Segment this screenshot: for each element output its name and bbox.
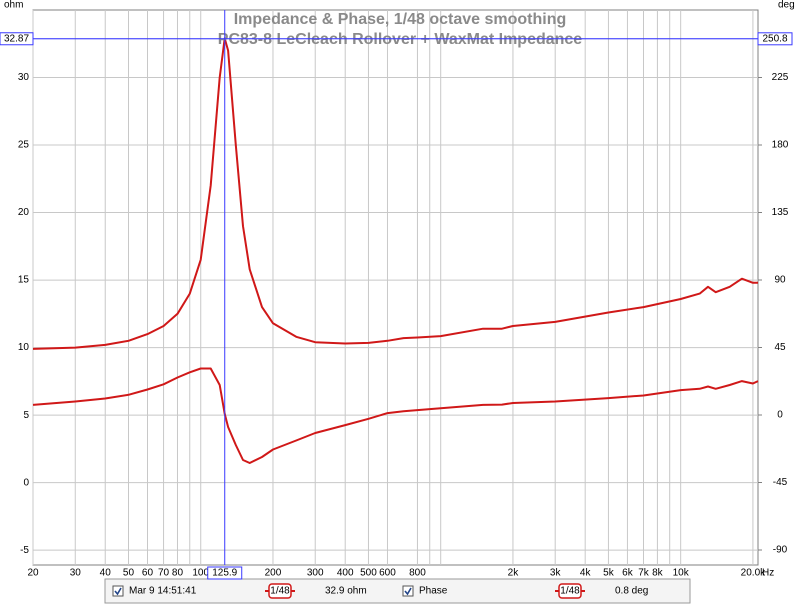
legend-smoothing-box[interactable]: [558, 583, 582, 599]
y-tick-label: 25: [18, 140, 30, 151]
x-tick-label: 20: [27, 568, 39, 579]
y2-tick-label: -90: [773, 545, 788, 556]
cursor-y2-label: 250.8: [762, 33, 787, 44]
cursor-x-label: 125.9: [212, 568, 237, 579]
series-line: [32, 37, 758, 350]
x-tick-label: 3k: [550, 568, 562, 579]
x-tick-label: 80: [172, 568, 184, 579]
x-tick-label: 8k: [652, 568, 664, 579]
x-tick-label: 20.0k: [741, 568, 766, 579]
x-tick-label: 10k: [673, 568, 690, 579]
legend-smoothing-box[interactable]: [268, 583, 292, 599]
legend-label: Phase: [419, 586, 448, 597]
legend-readout: 0.8 deg: [615, 586, 648, 597]
x-tick-label: 6k: [622, 568, 634, 579]
x-tick-label: 600: [379, 568, 396, 579]
y-tick-label: 30: [18, 72, 30, 83]
y-tick-label: 15: [18, 275, 30, 286]
y-tick-label: 5: [23, 410, 29, 421]
y2-tick-label: 0: [777, 410, 783, 421]
y-tick-label: 10: [18, 342, 30, 353]
x-tick-label: 100: [192, 568, 209, 579]
y-tick-label: 20: [18, 207, 30, 218]
x-tick-label: 50: [123, 568, 135, 579]
x-tick-label: 30: [70, 568, 82, 579]
y2-tick-label: 90: [774, 275, 786, 286]
y2-tick-label: -45: [773, 477, 788, 488]
x-tick-label: 200: [265, 568, 282, 579]
x-unit: Hz: [762, 568, 774, 579]
y-tick-label: -5: [20, 545, 29, 556]
x-tick-label: 70: [158, 568, 170, 579]
x-tick-label: 7k: [638, 568, 650, 579]
x-tick-label: 4k: [580, 568, 592, 579]
series-line: [32, 367, 759, 464]
y-unit: ohm: [4, 0, 23, 11]
legend-smoothing: 1/48: [560, 586, 580, 597]
cursor-y2-box: [757, 32, 793, 46]
legend-label: Mar 9 14:51:41: [129, 586, 197, 597]
cursor-y-box: [0, 32, 34, 46]
y2-tick-label: 45: [774, 342, 786, 353]
legend-checkbox[interactable]: [112, 585, 124, 597]
x-tick-label: 2k: [508, 568, 520, 579]
legend-checkbox[interactable]: [402, 585, 414, 597]
x-tick-label: 40: [100, 568, 112, 579]
y-tick-label: 0: [23, 477, 29, 488]
y2-unit: deg: [778, 0, 795, 11]
legend-smoothing: 1/48: [270, 586, 290, 597]
legend-check: [114, 587, 122, 596]
cursor-x-box: [207, 566, 243, 580]
chart-title: Impedance & Phase, 1/48 octave smoothing: [234, 11, 567, 28]
plot-area: [32, 9, 759, 566]
x-tick-label: 400: [337, 568, 354, 579]
x-tick-label: 5k: [603, 568, 615, 579]
x-tick-label: 300: [307, 568, 324, 579]
legend-check: [404, 587, 412, 596]
legend-bar: [104, 578, 691, 604]
legend-readout: 32.9 ohm: [325, 586, 367, 597]
y2-tick-label: 225: [772, 72, 789, 83]
y2-tick-label: 135: [772, 207, 789, 218]
y2-tick-label: 180: [772, 140, 789, 151]
x-tick-label: 500: [360, 568, 377, 579]
x-tick-label: 800: [409, 568, 426, 579]
cursor-y-label: 32.87: [4, 33, 29, 44]
chart-subtitle: PC83-8 LeCleach Rollover + WaxMat Impeda…: [218, 31, 583, 48]
x-tick-label: 60: [142, 568, 154, 579]
